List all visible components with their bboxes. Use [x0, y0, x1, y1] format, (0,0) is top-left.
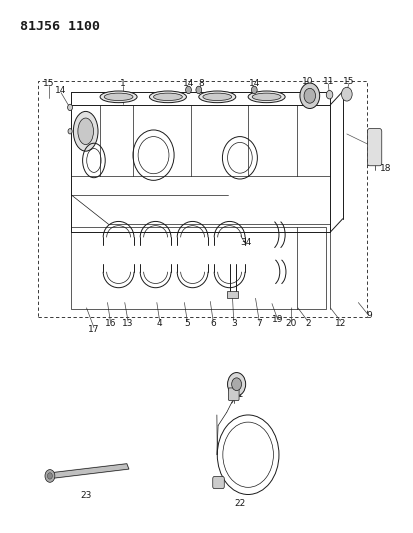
Ellipse shape — [73, 111, 98, 151]
Ellipse shape — [202, 93, 231, 101]
Text: 23: 23 — [80, 491, 91, 500]
Ellipse shape — [198, 91, 235, 103]
Text: 15: 15 — [43, 79, 54, 88]
Ellipse shape — [100, 91, 137, 103]
Text: 10: 10 — [301, 77, 313, 86]
Circle shape — [67, 104, 72, 111]
Circle shape — [68, 128, 72, 134]
Circle shape — [195, 86, 201, 94]
Circle shape — [47, 473, 52, 479]
Ellipse shape — [104, 93, 133, 101]
Bar — [227, 292, 237, 298]
Text: 21: 21 — [232, 390, 243, 399]
Text: 18: 18 — [379, 164, 391, 173]
Text: 20: 20 — [285, 319, 296, 328]
Ellipse shape — [149, 91, 186, 103]
Ellipse shape — [153, 93, 182, 101]
Text: 5: 5 — [184, 319, 190, 328]
Text: 22: 22 — [234, 499, 245, 508]
Text: 3: 3 — [230, 319, 236, 328]
FancyBboxPatch shape — [228, 388, 238, 401]
Text: 34: 34 — [240, 238, 251, 247]
Text: 13: 13 — [122, 319, 133, 328]
Circle shape — [299, 83, 319, 109]
Text: 4: 4 — [157, 319, 162, 328]
Text: 7: 7 — [256, 319, 261, 328]
Bar — [38, 81, 366, 317]
Text: 17: 17 — [88, 325, 100, 334]
Ellipse shape — [247, 91, 285, 103]
Text: 1: 1 — [119, 79, 125, 88]
Circle shape — [325, 91, 332, 99]
Circle shape — [251, 86, 256, 94]
Circle shape — [185, 86, 191, 94]
Text: 12: 12 — [334, 319, 346, 328]
Text: 14: 14 — [55, 86, 66, 95]
FancyBboxPatch shape — [366, 128, 381, 166]
Circle shape — [227, 373, 245, 396]
Text: 8: 8 — [197, 79, 203, 88]
Text: 15: 15 — [342, 77, 354, 86]
Ellipse shape — [78, 118, 93, 144]
Bar — [71, 227, 325, 309]
Circle shape — [303, 88, 315, 103]
Text: 2: 2 — [304, 319, 310, 328]
Text: 14: 14 — [248, 79, 259, 88]
Text: 6: 6 — [210, 319, 216, 328]
Text: 9: 9 — [366, 311, 371, 320]
Text: 16: 16 — [104, 319, 116, 328]
Text: 19: 19 — [271, 315, 283, 324]
Circle shape — [45, 470, 55, 482]
Polygon shape — [47, 464, 128, 479]
Text: 14: 14 — [183, 79, 194, 88]
Text: 81J56 1100: 81J56 1100 — [20, 20, 100, 33]
Text: 11: 11 — [322, 77, 333, 86]
Ellipse shape — [252, 93, 280, 101]
Circle shape — [341, 87, 351, 101]
Circle shape — [231, 378, 241, 391]
FancyBboxPatch shape — [212, 477, 224, 489]
